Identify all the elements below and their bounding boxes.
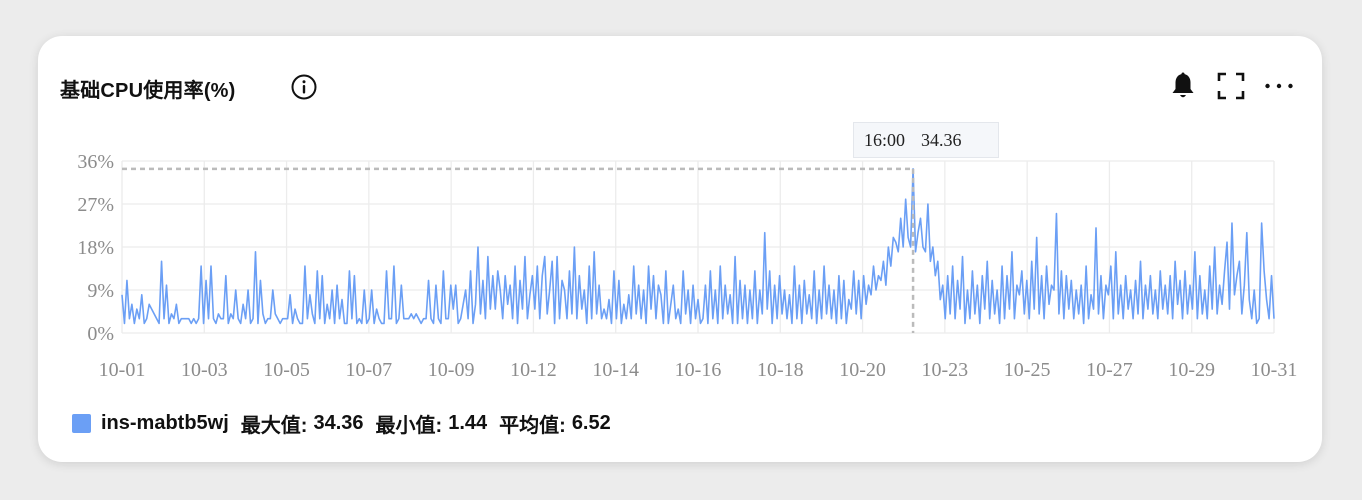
info-circle-icon[interactable] — [291, 74, 317, 100]
panel-title: 基础CPU使用率(%) — [60, 80, 236, 102]
legend-min-label: 最小值: — [375, 415, 443, 437]
legend-series-name[interactable]: ins-mabtb5wj — [101, 412, 229, 434]
x-tick-label: 10-20 — [839, 359, 886, 381]
y-tick-label: 18% — [77, 237, 114, 259]
legend-min-value: 1.44 — [448, 412, 488, 434]
cpu-line-chart[interactable]: 0% 9% 18% 27% 36% 10-01 10-03 10-05 10-07 10-09 10… — [38, 36, 1322, 396]
chart-legend: ins-mabtb5wj 最大值: 34.36 最小值: 1.44 平均值: 6… — [72, 409, 611, 438]
y-tick-label: 27% — [77, 194, 114, 216]
x-tick-label: 10-01 — [99, 359, 146, 381]
fullscreen-icon[interactable] — [1216, 71, 1246, 101]
cpu-usage-panel: 基础CPU使用率(%) 0% 9% 18% 27% 36% 10-01 10- — [38, 36, 1322, 462]
legend-avg-label: 平均值: — [499, 415, 566, 437]
x-tick-label: 10-23 — [922, 359, 969, 381]
tooltip-value: 34.36 — [921, 129, 962, 150]
more-icon[interactable] — [1264, 71, 1294, 101]
x-tick-label: 10-27 — [1086, 359, 1133, 381]
x-tick-label: 10-29 — [1168, 359, 1215, 381]
legend-swatch[interactable] — [72, 414, 91, 433]
y-tick-label: 9% — [87, 280, 114, 302]
y-tick-label: 0% — [87, 323, 114, 345]
x-tick-label: 10-03 — [181, 359, 228, 381]
legend-max-label: 最大值: — [240, 415, 308, 437]
chart-tooltip: 16:00 34.36 — [853, 122, 999, 158]
x-tick-label: 10-05 — [263, 359, 310, 381]
series-line[interactable] — [121, 168, 1275, 325]
legend-avg-value: 6.52 — [571, 412, 611, 434]
x-tick-label: 10-18 — [757, 359, 804, 381]
x-tick-label: 10-16 — [675, 359, 722, 381]
bell-icon[interactable] — [1168, 71, 1198, 101]
x-tick-label: 10-07 — [346, 359, 393, 381]
tooltip-time: 16:00 — [864, 129, 906, 150]
x-tick-label: 10-14 — [592, 359, 639, 381]
panel-toolbar — [1168, 71, 1294, 101]
x-tick-label: 10-12 — [510, 359, 557, 381]
x-tick-label: 10-25 — [1004, 359, 1051, 381]
legend-max-value: 34.36 — [313, 412, 364, 434]
x-tick-label: 10-31 — [1251, 359, 1298, 381]
x-tick-label: 10-09 — [428, 359, 475, 381]
y-tick-label: 36% — [77, 151, 114, 173]
